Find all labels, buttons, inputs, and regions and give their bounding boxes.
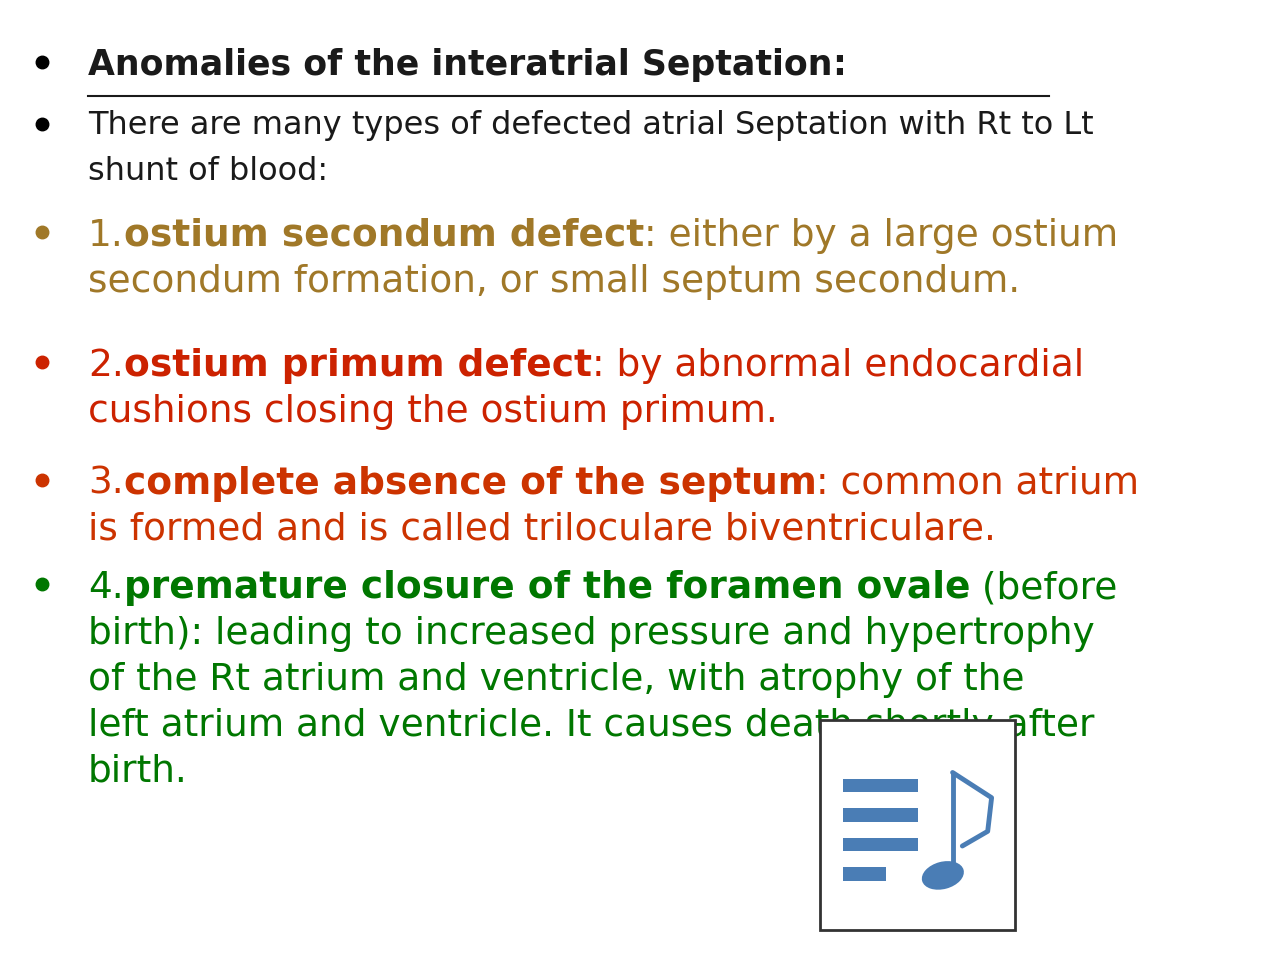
Text: There are many types of defected atrial Septation with Rt to Lt: There are many types of defected atrial … xyxy=(88,110,1093,141)
Text: ostium primum defect: ostium primum defect xyxy=(124,348,591,384)
Bar xyxy=(844,867,886,880)
Text: Anomalies of the interatrial Septation: Anomalies of the interatrial Septation xyxy=(88,48,832,82)
Text: cushions closing the ostium primum.: cushions closing the ostium primum. xyxy=(88,394,778,430)
Text: : either by a large ostium: : either by a large ostium xyxy=(644,218,1119,254)
Text: 4.: 4. xyxy=(88,570,124,606)
Text: 1.: 1. xyxy=(88,218,124,254)
Text: complete absence of the septum: complete absence of the septum xyxy=(124,466,817,502)
Bar xyxy=(844,808,918,822)
Bar xyxy=(844,837,918,852)
Bar xyxy=(844,779,918,792)
Text: birth.: birth. xyxy=(88,754,188,790)
Text: : common atrium: : common atrium xyxy=(817,466,1139,502)
Ellipse shape xyxy=(922,861,964,890)
Text: 3.: 3. xyxy=(88,466,124,502)
Text: ostium secondum defect: ostium secondum defect xyxy=(124,218,644,254)
Text: of the Rt atrium and ventricle, with atrophy of the: of the Rt atrium and ventricle, with atr… xyxy=(88,662,1024,698)
Text: : by abnormal endocardial: : by abnormal endocardial xyxy=(591,348,1084,384)
Text: premature closure of the foramen ovale: premature closure of the foramen ovale xyxy=(124,570,970,606)
Text: left atrium and ventricle. It causes death shortly after: left atrium and ventricle. It causes dea… xyxy=(88,708,1094,744)
Bar xyxy=(820,720,1015,930)
Text: is formed and is called triloculare biventriculare.: is formed and is called triloculare bive… xyxy=(88,512,996,548)
Text: secondum formation, or small septum secondum.: secondum formation, or small septum seco… xyxy=(88,264,1020,300)
Text: shunt of blood:: shunt of blood: xyxy=(88,156,328,187)
Text: (before: (before xyxy=(970,570,1117,606)
Text: birth): leading to increased pressure and hypertrophy: birth): leading to increased pressure an… xyxy=(88,616,1094,652)
Text: :: : xyxy=(832,48,846,82)
Text: 2.: 2. xyxy=(88,348,124,384)
